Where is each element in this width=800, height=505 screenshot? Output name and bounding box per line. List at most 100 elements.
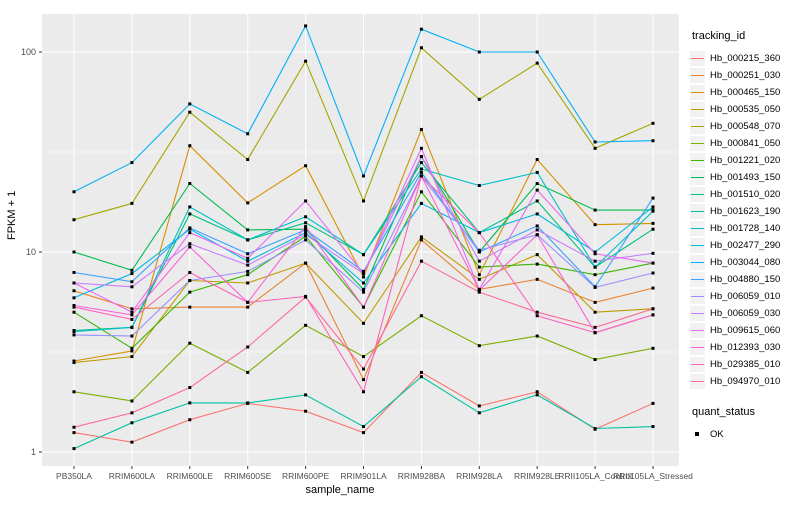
legend-entry-label: Hb_000251_030 <box>710 70 781 81</box>
data-point <box>535 228 539 232</box>
data-point <box>651 401 655 405</box>
data-point <box>477 265 481 269</box>
data-point <box>72 289 76 293</box>
legend-entry-Hb_001728_140: Hb_001728_140 <box>690 220 800 237</box>
data-point <box>130 411 134 415</box>
legend-entry-Hb_006059_030: Hb_006059_030 <box>690 305 800 322</box>
data-point <box>535 50 539 54</box>
data-point <box>593 208 597 212</box>
legend-key-line <box>691 313 704 314</box>
x-tick-label: RRII105LA_Control <box>558 471 632 481</box>
legend-entry-label: Hb_094970_010 <box>710 376 781 387</box>
legend-entry-label: Hb_000548_070 <box>710 121 781 132</box>
legend-title-tracking-id: tracking_id <box>692 30 746 42</box>
data-point <box>188 242 192 246</box>
legend-entry-label: Hb_001493_150 <box>710 172 781 183</box>
data-point <box>246 256 250 260</box>
data-point <box>535 224 539 228</box>
data-point <box>419 27 423 31</box>
black-square-marker-icon <box>695 432 699 436</box>
data-point <box>419 155 423 159</box>
data-point <box>130 399 134 403</box>
legend: tracking_id Hb_000215_360 Hb_000251_030 Hb… <box>690 30 800 443</box>
data-point <box>419 167 423 171</box>
legend-entry-Hb_009615_060: Hb_009615_060 <box>690 322 800 339</box>
data-point <box>535 170 539 174</box>
data-point <box>188 386 192 390</box>
data-point <box>593 140 597 144</box>
data-point <box>130 440 134 444</box>
legend-key-line <box>691 228 704 229</box>
data-point <box>246 345 250 349</box>
legend-key-swatch <box>690 357 705 372</box>
data-point <box>188 144 192 148</box>
legend-entry-label: Hb_001510_020 <box>710 189 781 200</box>
quant-entry-label: OK <box>710 429 724 440</box>
data-point <box>72 361 76 365</box>
data-point <box>246 238 250 242</box>
data-point <box>477 411 481 415</box>
data-point <box>362 199 365 203</box>
data-point <box>477 259 481 263</box>
legend-entry-label: Hb_000465_150 <box>710 87 781 98</box>
legend-key-line <box>691 75 704 76</box>
data-point <box>188 205 192 209</box>
data-point <box>419 46 423 50</box>
y-tick-label: 1 <box>31 447 36 457</box>
data-point <box>651 271 655 275</box>
data-point <box>72 431 76 435</box>
data-point <box>72 425 76 429</box>
data-point <box>477 344 481 348</box>
data-point <box>130 334 134 338</box>
legend-key-swatch <box>690 204 705 219</box>
data-point <box>130 268 134 272</box>
legend-key-swatch <box>690 306 705 321</box>
x-tick-label: RRIM928LE <box>514 471 561 481</box>
data-point <box>130 272 134 276</box>
data-point <box>477 50 481 54</box>
data-point <box>188 182 192 186</box>
data-point <box>477 288 481 292</box>
legend-entry-label: Hb_000215_360 <box>710 53 781 64</box>
x-tick-label: RRIM928LA <box>456 471 503 481</box>
legend-key-swatch <box>690 187 705 202</box>
x-tick-label: PB350LA <box>56 471 92 481</box>
data-point <box>651 196 655 200</box>
data-point <box>304 261 308 265</box>
quant-entries: OK <box>690 426 800 443</box>
legend-key-swatch <box>690 136 705 151</box>
legend-key-line <box>691 381 704 382</box>
legend-entry-label: Hb_003044_080 <box>710 257 781 268</box>
legend-entry-label: Hb_001728_140 <box>710 223 781 234</box>
data-point <box>130 285 134 289</box>
quant-entry-OK: OK <box>690 426 800 443</box>
data-point <box>477 273 481 277</box>
legend-entry-Hb_001510_020: Hb_001510_020 <box>690 186 800 203</box>
legend-entry-Hb_000465_150: Hb_000465_150 <box>690 84 800 101</box>
legend-key-line <box>691 262 704 263</box>
data-point <box>593 325 597 329</box>
legend-key-line <box>691 160 704 161</box>
data-point <box>246 300 250 304</box>
legend-entry-Hb_001623_190: Hb_001623_190 <box>690 203 800 220</box>
legend-entry-label: Hb_000841_050 <box>710 138 781 149</box>
data-point <box>651 346 655 350</box>
data-point <box>419 174 423 178</box>
data-point <box>593 259 597 263</box>
data-point <box>72 310 76 314</box>
data-point <box>362 321 365 325</box>
data-point <box>304 221 308 225</box>
legend-key-swatch <box>690 289 705 304</box>
data-point <box>304 215 308 219</box>
data-point <box>130 346 134 350</box>
data-point <box>72 218 76 222</box>
data-point <box>362 390 365 394</box>
data-point <box>362 290 365 294</box>
data-point <box>246 228 250 232</box>
data-point <box>188 341 192 345</box>
data-point <box>651 307 655 311</box>
data-point <box>651 286 655 290</box>
legend-entry-Hb_006059_010: Hb_006059_010 <box>690 288 800 305</box>
data-point <box>651 227 655 231</box>
